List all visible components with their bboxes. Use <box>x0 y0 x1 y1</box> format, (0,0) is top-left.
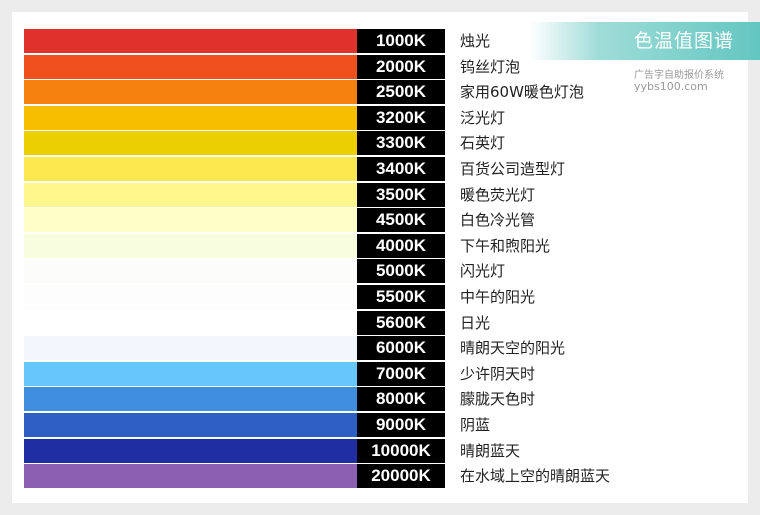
color-temp-row: 3300K 石英灯 <box>24 131 644 155</box>
light-source-label: 中午的阳光 <box>460 288 536 306</box>
temperature-label: 3400K <box>357 157 445 181</box>
color-swatch <box>24 387 357 411</box>
light-source-label: 朦胧天色时 <box>460 390 536 408</box>
color-temp-row: 9000K 阴蓝 <box>24 413 644 437</box>
color-temp-row: 3500K 暖色荧光灯 <box>24 183 644 207</box>
light-source-label: 石英灯 <box>460 134 506 152</box>
light-source-label: 泛光灯 <box>460 109 506 127</box>
color-swatch <box>24 29 357 53</box>
color-swatch <box>24 131 357 155</box>
light-source-label: 晴朗天空的阳光 <box>460 339 566 357</box>
light-source-label: 百货公司造型灯 <box>460 160 566 178</box>
temperature-label: 10000K <box>357 439 445 463</box>
color-swatch <box>24 285 357 309</box>
watermark-text: 广告字自助报价系统 <box>634 70 724 81</box>
color-temp-row: 5500K 中午的阳光 <box>24 285 644 309</box>
color-temp-row: 2000K 钨丝灯泡 <box>24 55 644 79</box>
color-swatch <box>24 439 357 463</box>
temperature-label: 5000K <box>357 259 445 283</box>
temperature-label: 20000K <box>357 464 445 488</box>
banner-title: 色温值图谱 <box>633 30 734 52</box>
temperature-label: 2000K <box>357 55 445 79</box>
color-swatch <box>24 80 357 104</box>
temperature-label: 3500K <box>357 183 445 207</box>
temperature-label: 3200K <box>357 106 445 130</box>
color-temp-row: 20000K 在水域上空的晴朗蓝天 <box>24 464 644 488</box>
color-temp-row: 3400K 百货公司造型灯 <box>24 157 644 181</box>
color-temp-row: 8000K 朦胧天色时 <box>24 387 644 411</box>
color-swatch <box>24 157 357 181</box>
color-swatch <box>24 208 357 232</box>
color-swatch <box>24 336 357 360</box>
light-source-label: 日光 <box>460 314 491 332</box>
color-temp-row: 4000K 下午和煦阳光 <box>24 234 644 258</box>
color-temp-row: 2500K 家用60W暖色灯泡 <box>24 80 644 104</box>
temperature-label: 7000K <box>357 362 445 386</box>
light-source-label: 烛光 <box>460 32 491 50</box>
light-source-label: 暖色荧光灯 <box>460 186 536 204</box>
color-temp-row: 6000K 晴朗天空的阳光 <box>24 336 644 360</box>
color-swatch <box>24 464 357 488</box>
color-temp-row: 7000K 少许阴天时 <box>24 362 644 386</box>
color-swatch <box>24 106 357 130</box>
temperature-label: 6000K <box>357 336 445 360</box>
color-temp-row: 1000K 烛光 <box>24 29 644 53</box>
color-temp-row: 5000K 闪光灯 <box>24 259 644 283</box>
temperature-label: 1000K <box>357 29 445 53</box>
temperature-label: 4000K <box>357 234 445 258</box>
title-banner: 色温值图谱 <box>530 22 760 60</box>
color-temp-row: 10000K 晴朗蓝天 <box>24 439 644 463</box>
color-temp-row: 4500K 白色冷光管 <box>24 208 644 232</box>
light-source-label: 阴蓝 <box>460 416 491 434</box>
light-source-label: 在水域上空的晴朗蓝天 <box>460 467 611 485</box>
light-source-label: 白色冷光管 <box>460 211 536 229</box>
temperature-label: 8000K <box>357 387 445 411</box>
temperature-label: 2500K <box>357 80 445 104</box>
light-source-label: 下午和煦阳光 <box>460 237 551 255</box>
color-swatch <box>24 183 357 207</box>
color-swatch <box>24 259 357 283</box>
color-swatch <box>24 362 357 386</box>
watermark-url: yybs100.com <box>634 80 708 93</box>
light-source-label: 晴朗蓝天 <box>460 442 521 460</box>
temperature-label: 5600K <box>357 311 445 335</box>
color-temp-row: 3200K 泛光灯 <box>24 106 644 130</box>
light-source-label: 闪光灯 <box>460 262 506 280</box>
temperature-label: 9000K <box>357 413 445 437</box>
color-swatch <box>24 413 357 437</box>
color-temp-row: 5600K 日光 <box>24 311 644 335</box>
temperature-label: 4500K <box>357 208 445 232</box>
temperature-label: 3300K <box>357 131 445 155</box>
color-temperature-chart: 1000K 烛光 2000K 钨丝灯泡 2500K 家用60W暖色灯泡 3200K 泛光灯 33… <box>24 29 644 491</box>
color-swatch <box>24 55 357 79</box>
color-swatch <box>24 234 357 258</box>
temperature-label: 5500K <box>357 285 445 309</box>
color-swatch <box>24 311 357 335</box>
light-source-label: 家用60W暖色灯泡 <box>460 83 584 101</box>
light-source-label: 少许阴天时 <box>460 365 536 383</box>
light-source-label: 钨丝灯泡 <box>460 58 521 76</box>
